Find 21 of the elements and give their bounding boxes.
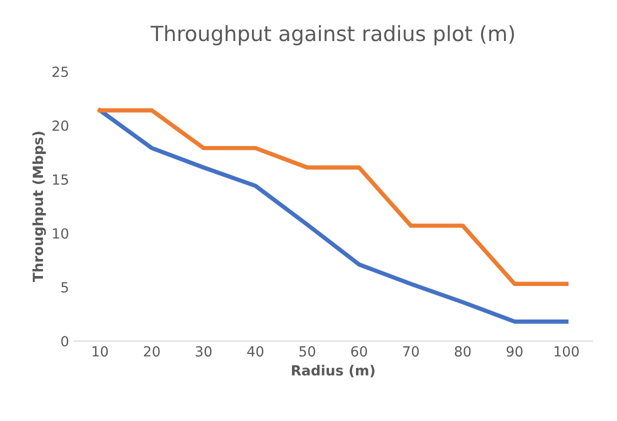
x-tick-label: 30 — [196, 346, 212, 357]
x-axis-title: Radius (m) — [292, 364, 374, 378]
x-tick-label: 40 — [247, 346, 264, 357]
chart-title: Throughput against radius plot (m) — [150, 25, 514, 46]
x-tick-label: 50 — [300, 346, 316, 357]
line-series — [98, 108, 568, 324]
y-axis-title: Throughput (Mbps) — [32, 132, 46, 282]
x-tick-label: 90 — [506, 346, 522, 357]
x-tick-label: 70 — [403, 346, 419, 357]
x-tick-label: 20 — [144, 346, 160, 357]
y-tick-label: 25 — [52, 66, 68, 78]
y-tick-label: 0 — [61, 336, 68, 346]
x-tick-label: 10 — [92, 346, 108, 357]
y-tick-label: 10 — [53, 228, 68, 239]
y-tick-label: 5 — [61, 282, 68, 293]
x-tick-label: 80 — [454, 346, 471, 357]
y-tick-label: 20 — [52, 120, 68, 131]
x-tick-label: 60 — [351, 346, 368, 357]
line-series — [98, 108, 568, 286]
y-tick-label: 15 — [53, 174, 68, 185]
x-tick-label: 100 — [554, 346, 579, 357]
